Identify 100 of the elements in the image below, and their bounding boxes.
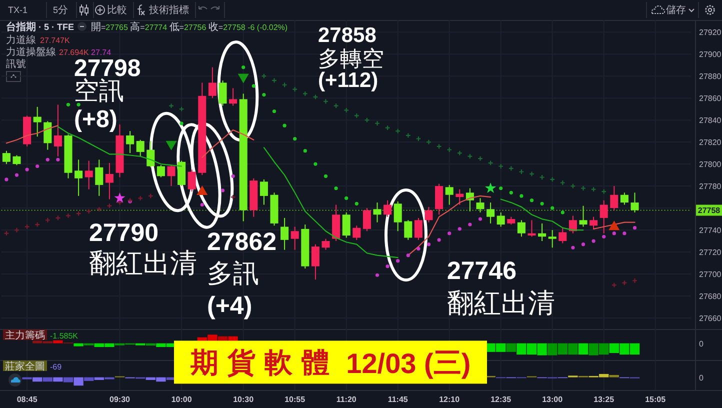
x-tick-label: 10:00 — [171, 394, 192, 404]
candlestick — [579, 205, 588, 228]
point — [314, 162, 318, 166]
point — [520, 194, 524, 198]
text: 技術指標 — [148, 4, 189, 16]
x-tick-label: 09:30 — [110, 394, 131, 404]
candlestick — [548, 230, 556, 248]
candlestick — [188, 169, 196, 192]
text: 5分 — [53, 4, 68, 16]
point — [571, 246, 575, 250]
point — [344, 196, 348, 200]
candlestick — [229, 88, 238, 106]
candlestick — [384, 200, 392, 218]
candlestick — [528, 220, 536, 238]
point — [180, 122, 184, 126]
annotation: 27.74 — [91, 48, 112, 57]
y-tick-label: 27800 — [699, 160, 722, 169]
annotation: 27746 翻紅出清 — [447, 257, 555, 318]
candlestick — [610, 186, 618, 211]
candlestick — [54, 104, 62, 157]
chart-title: 莊家全圖 — [5, 360, 45, 372]
point — [114, 192, 126, 203]
chart-title: 台指期 · 5 · TFE — [6, 21, 74, 33]
candlestick — [620, 192, 628, 206]
x-tick-label: 10:55 — [284, 394, 306, 404]
point — [478, 156, 483, 162]
candlestick — [280, 217, 289, 250]
candlestick — [126, 130, 134, 154]
candlestick — [342, 212, 350, 238]
candlestick — [178, 160, 186, 187]
point — [386, 264, 390, 268]
point — [4, 178, 8, 182]
ref-line-label: 27758 — [698, 206, 721, 215]
x-tick-label: 10:30 — [233, 394, 254, 404]
point — [14, 227, 20, 233]
text: 儲存 — [666, 4, 686, 16]
point — [262, 92, 266, 97]
annotation: 訊號 — [6, 58, 26, 70]
annotation: 27790 翻紅出清 — [89, 219, 197, 278]
candlestick — [322, 238, 330, 250]
candlestick — [424, 206, 433, 223]
point — [499, 186, 503, 190]
banner: 期貨軟體 12/03 (三) — [174, 340, 487, 384]
point — [560, 210, 564, 214]
x-tick-label: 11:45 — [388, 394, 408, 404]
y-tick-label: 27840 — [699, 116, 722, 125]
point — [334, 186, 338, 190]
candlestick — [590, 216, 598, 230]
point — [56, 158, 60, 162]
candlestick — [260, 178, 268, 206]
point — [416, 246, 420, 251]
candlestick — [404, 220, 412, 240]
candlestick — [167, 164, 176, 187]
x-tick-label: 12:10 — [439, 394, 460, 404]
point — [14, 173, 19, 177]
annotation: -1.585K — [50, 331, 79, 340]
point — [622, 232, 626, 236]
annotation: 力道線 — [6, 34, 36, 46]
point — [632, 226, 637, 230]
candlestick — [74, 159, 83, 196]
candlestick — [414, 217, 422, 240]
point — [303, 149, 307, 153]
y-tick-label: 27820 — [699, 138, 722, 147]
point — [448, 232, 452, 236]
candlestick — [362, 208, 371, 232]
candlestick — [394, 200, 402, 232]
annotation: 27862 多訊 (+4) — [207, 228, 277, 320]
point — [36, 164, 40, 168]
candlestick — [311, 244, 320, 280]
y-tick-label: 27740 — [699, 226, 722, 235]
bar — [578, 343, 588, 355]
candlestick — [476, 198, 484, 213]
y-tick-label: 27920 — [699, 28, 722, 37]
point — [478, 217, 482, 221]
point — [485, 182, 496, 193]
candlestick — [538, 222, 546, 242]
candlestick — [218, 80, 227, 106]
y-tick-label: 27700 — [699, 270, 722, 279]
point — [608, 220, 620, 230]
candlestick — [517, 220, 526, 238]
point — [612, 232, 616, 236]
point — [632, 278, 638, 284]
point — [242, 65, 246, 70]
point — [166, 140, 177, 150]
y-tick-label: 27900 — [699, 50, 722, 59]
candlestick — [105, 162, 114, 200]
y-tick-label: 27660 — [699, 314, 722, 323]
x-tick-label: 15:05 — [645, 394, 666, 404]
candlestick — [373, 202, 382, 223]
point — [550, 206, 554, 210]
point — [374, 120, 380, 126]
x-tick-label: 12:35 — [490, 394, 512, 404]
point — [272, 109, 276, 114]
candlestick — [445, 184, 454, 206]
x-tick-label: 08:45 — [16, 394, 38, 404]
point — [518, 169, 524, 174]
bar — [74, 343, 84, 346]
candlestick — [2, 150, 10, 165]
point — [231, 174, 235, 178]
y-tick-label: 27680 — [699, 292, 722, 301]
